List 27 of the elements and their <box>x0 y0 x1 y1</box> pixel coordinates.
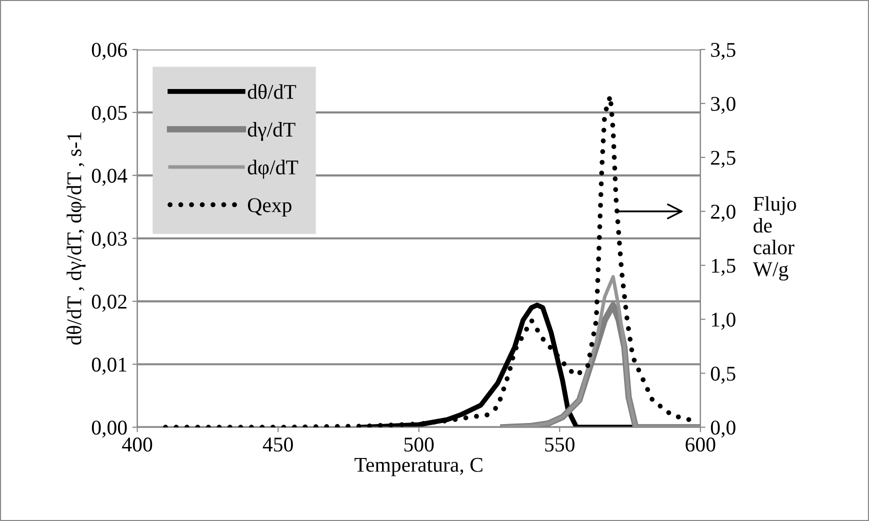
y2-tick-label: 3,5 <box>711 42 736 60</box>
y2-axis-title: Flujo de calor W/g <box>752 196 796 281</box>
y-tick-label: 0,06 <box>92 42 127 60</box>
x-axis-title: Temperatura, C <box>354 458 482 476</box>
x-tick-label: 500 <box>404 438 434 452</box>
y-axis-title: dθ/dT , dγ/dT, dφ/dT , s-1 <box>66 132 86 345</box>
legend-label: Qexp <box>248 198 292 216</box>
x-tick-label: 450 <box>262 438 293 452</box>
y2-tick-label: 3,0 <box>711 96 736 114</box>
legend-label: dφ/dT <box>248 160 298 179</box>
y2-tick-label: 0,0 <box>710 420 736 438</box>
y-tick-label: 0,04 <box>92 168 128 186</box>
x-tick-label: 400 <box>122 438 152 452</box>
x-tick-label: 600 <box>686 438 716 452</box>
legend-label: dγ/dT <box>248 122 296 141</box>
y2-tick-label: 2,0 <box>711 204 736 222</box>
y-tick-label: 0,05 <box>92 106 127 123</box>
y2-tick-label: 2,5 <box>711 150 736 168</box>
y-tick-label: 0,02 <box>92 294 126 312</box>
x-tick-label: 550 <box>545 438 574 452</box>
y-tick-label: 0,00 <box>92 420 127 438</box>
legend-label: dθ/dT <box>248 84 296 99</box>
y-tick-label: 0,03 <box>92 232 127 249</box>
y2-tick-label: 1,0 <box>712 312 736 330</box>
y2-tick-label: 0,5 <box>710 366 736 384</box>
y-tick-label: 0,01 <box>92 358 126 375</box>
y2-tick-label: 1,5 <box>712 258 736 276</box>
